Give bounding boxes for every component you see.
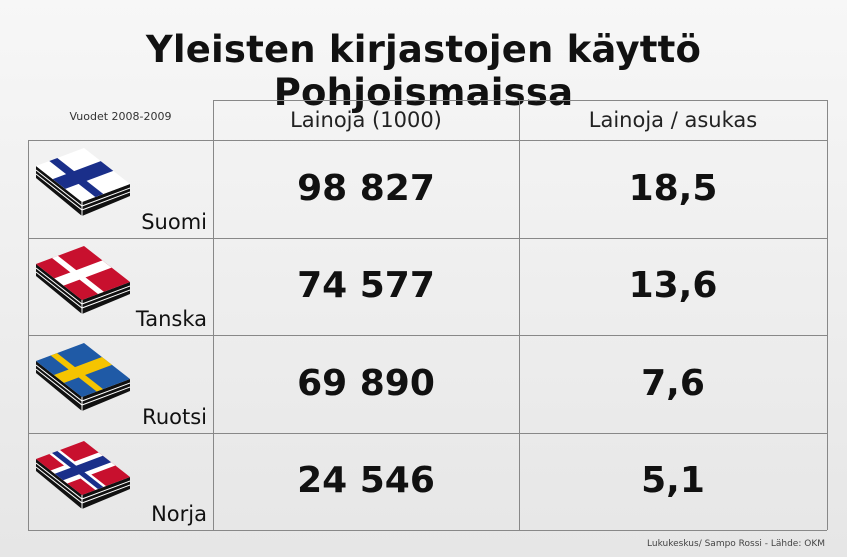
country-cell: Norja: [28, 433, 213, 530]
rule: [827, 100, 828, 530]
title: Yleisten kirjastojen käyttö Pohjoismaiss…: [0, 28, 847, 114]
loans-per-capita: 7,6: [519, 363, 827, 404]
loans: 98 827: [213, 168, 519, 209]
flag-book: [28, 339, 138, 419]
loans: 74 577: [213, 265, 519, 306]
loans-per-capita: 18,5: [519, 168, 827, 209]
infographic: Yleisten kirjastojen käyttö Pohjoismaiss…: [0, 0, 847, 557]
rule: [213, 100, 827, 101]
source: Lukukeskus/ Sampo Rossi - Lähde: OKM: [647, 539, 825, 549]
column-header: Lainoja (1000): [213, 108, 519, 132]
flag-book: [28, 437, 138, 517]
country-cell: Tanska: [28, 238, 213, 335]
flag-book: [28, 144, 138, 224]
loans-per-capita: 13,6: [519, 265, 827, 306]
loans: 24 546: [213, 460, 519, 501]
country-name: Tanska: [136, 307, 207, 331]
country-cell: Suomi: [28, 140, 213, 238]
country-cell: Ruotsi: [28, 335, 213, 433]
country-name: Suomi: [141, 210, 207, 234]
country-name: Ruotsi: [142, 405, 207, 429]
column-header: Lainoja / asukas: [519, 108, 827, 132]
note: Vuodet 2008-2009: [28, 110, 213, 123]
country-name: Norja: [151, 502, 207, 526]
loans: 69 890: [213, 363, 519, 404]
loans-per-capita: 5,1: [519, 460, 827, 501]
flag-book: [28, 242, 138, 322]
rule: [28, 530, 827, 531]
